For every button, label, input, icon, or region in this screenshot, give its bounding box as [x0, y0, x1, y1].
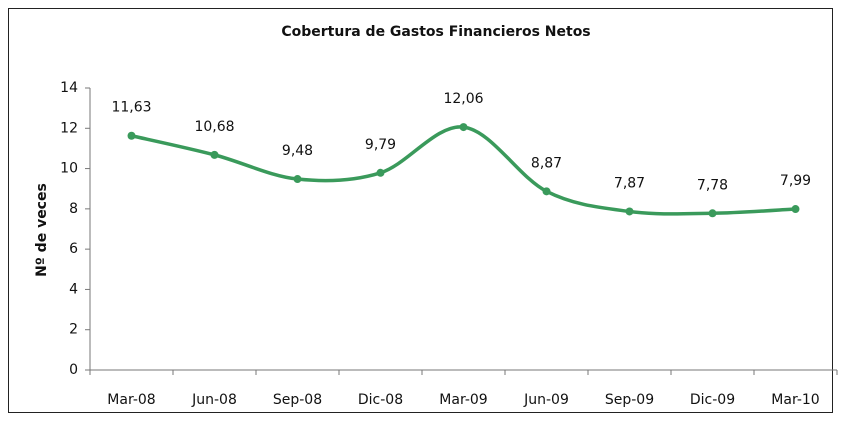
marker: [542, 187, 551, 196]
x-tick-label: Mar-10: [771, 392, 819, 408]
marker: [625, 207, 634, 216]
y-tick-label: 10: [60, 161, 78, 177]
chart-title: Cobertura de Gastos Financieros Netos: [281, 24, 590, 40]
line: [131, 125, 796, 216]
x-tick-label: Sep-09: [605, 392, 654, 408]
marker: [293, 175, 302, 184]
value-label: 10,68: [194, 119, 234, 135]
value-label: 12,06: [443, 91, 483, 107]
y-tick-label: 2: [69, 322, 78, 338]
marker: [459, 123, 468, 132]
y-tick-label: 12: [60, 120, 78, 136]
y-tick-label: 4: [69, 281, 78, 297]
marker: [791, 205, 800, 214]
marker: [127, 131, 136, 140]
value-label: 9,48: [282, 143, 313, 159]
marker: [210, 150, 219, 159]
x-tick-label: Dic-08: [358, 392, 403, 408]
x-tick-label: Jun-09: [523, 392, 569, 408]
value-label: 9,79: [365, 137, 396, 153]
value-label: 7,99: [780, 173, 811, 189]
value-label: 7,87: [614, 175, 645, 191]
marker: [376, 168, 385, 177]
y-tick-label: 6: [69, 241, 78, 257]
marker: [708, 209, 717, 218]
y-tick-label: 0: [69, 362, 78, 378]
y-tick-label: 8: [69, 201, 78, 217]
value-label: 7,78: [697, 177, 728, 193]
value-label: 11,63: [111, 100, 151, 116]
y-tick-label: 14: [60, 80, 78, 96]
x-tick-label: Mar-08: [107, 392, 155, 408]
x-tick-label: Dic-09: [690, 392, 735, 408]
value-label: 8,87: [531, 155, 562, 171]
chart-frame: [8, 8, 833, 413]
x-tick-label: Sep-08: [273, 392, 322, 408]
x-tick-label: Jun-08: [191, 392, 237, 408]
x-tick-label: Mar-09: [439, 392, 487, 408]
y-axis-label: Nº de veces: [34, 183, 50, 277]
